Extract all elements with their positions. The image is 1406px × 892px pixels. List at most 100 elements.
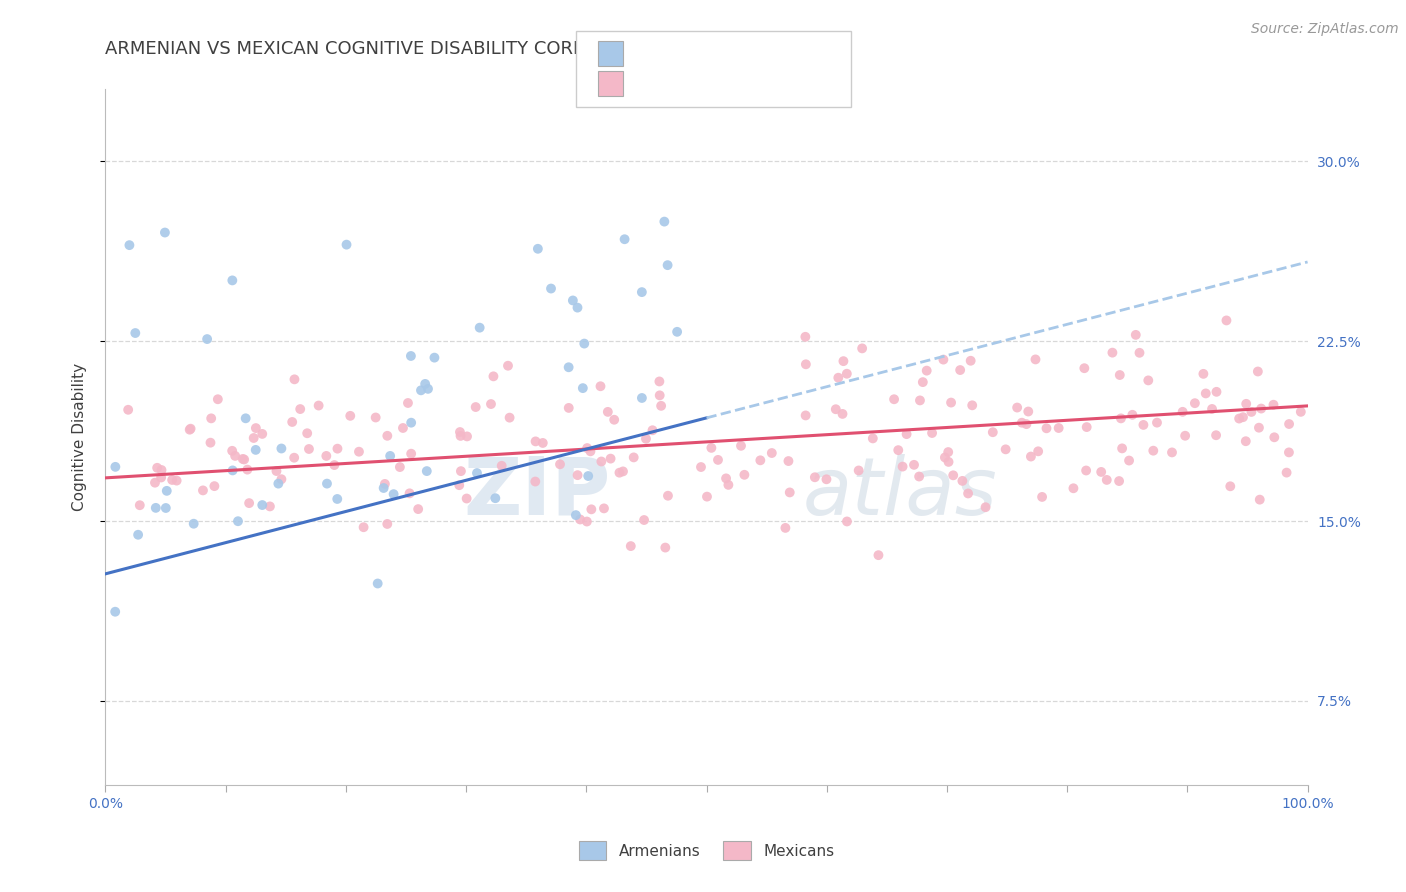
Point	[558, 401, 581, 415]
Point	[921, 425, 943, 440]
Point	[416, 382, 439, 396]
Point	[887, 443, 910, 458]
Point	[281, 415, 304, 429]
Point	[934, 450, 956, 465]
Point	[118, 238, 141, 252]
Point	[908, 469, 931, 483]
Point	[868, 548, 890, 562]
Point	[117, 402, 139, 417]
Point	[959, 353, 981, 368]
Point	[335, 237, 357, 252]
Point	[465, 466, 488, 480]
Point	[146, 460, 169, 475]
Text: R =: R =	[634, 76, 671, 95]
Point	[374, 477, 396, 491]
Point	[1090, 465, 1112, 479]
Point	[413, 376, 436, 391]
Point	[1240, 405, 1263, 419]
Point	[1192, 367, 1215, 381]
Point	[1109, 411, 1132, 425]
Point	[815, 472, 838, 486]
Text: N =: N =	[714, 45, 762, 63]
Point	[226, 514, 249, 528]
Point	[1205, 428, 1227, 442]
Point	[399, 349, 422, 363]
Point	[323, 458, 346, 472]
Point	[827, 370, 849, 384]
Point	[200, 411, 222, 425]
Point	[221, 443, 243, 458]
Point	[657, 258, 679, 272]
Point	[1146, 416, 1168, 430]
Point	[416, 464, 439, 478]
Point	[456, 491, 478, 506]
Point	[950, 474, 973, 488]
Point	[1278, 445, 1301, 459]
Point	[1101, 345, 1123, 359]
Point	[1195, 386, 1218, 401]
Point	[1247, 364, 1270, 378]
Point	[449, 478, 471, 492]
Point	[236, 462, 259, 476]
Point	[641, 423, 664, 437]
Point	[733, 467, 755, 482]
Point	[540, 281, 562, 295]
Point	[283, 372, 305, 386]
Point	[891, 459, 914, 474]
Point	[1227, 411, 1250, 425]
Point	[567, 301, 589, 315]
Point	[316, 476, 339, 491]
Point	[1017, 404, 1039, 418]
Point	[524, 434, 547, 449]
Point	[569, 512, 592, 526]
Point	[974, 500, 997, 515]
Point	[1121, 408, 1143, 422]
Point	[195, 332, 218, 346]
Point	[634, 432, 657, 446]
Text: ZIP: ZIP	[463, 454, 610, 532]
Point	[576, 469, 599, 483]
Point	[696, 490, 718, 504]
Point	[396, 396, 419, 410]
Point	[938, 455, 960, 469]
Point	[572, 381, 595, 395]
Point	[561, 293, 583, 308]
Point	[1219, 479, 1241, 493]
Point	[654, 214, 676, 228]
Point	[609, 466, 631, 480]
Point	[832, 354, 855, 368]
Point	[994, 442, 1017, 457]
Point	[235, 411, 257, 425]
Point	[915, 364, 938, 378]
Point	[1184, 396, 1206, 410]
Point	[150, 463, 173, 477]
Point	[259, 500, 281, 514]
Point	[775, 521, 797, 535]
Point	[252, 426, 274, 441]
Point	[730, 439, 752, 453]
Point	[267, 476, 290, 491]
Point	[270, 442, 292, 456]
Point	[145, 500, 167, 515]
Point	[1074, 463, 1097, 477]
Text: 0.339: 0.339	[665, 76, 713, 95]
Point	[1263, 430, 1285, 444]
Point	[104, 605, 127, 619]
Point	[603, 413, 626, 427]
Text: N =: N =	[714, 76, 762, 95]
Point	[1047, 421, 1070, 435]
Point	[143, 475, 166, 490]
Point	[399, 447, 422, 461]
Point	[548, 458, 571, 472]
Point	[648, 388, 671, 402]
Point	[1215, 313, 1237, 327]
Point	[479, 397, 502, 411]
Point	[127, 528, 149, 542]
Point	[245, 421, 267, 435]
Point	[242, 431, 264, 445]
Point	[392, 421, 415, 435]
Point	[779, 485, 801, 500]
Text: 198: 198	[765, 76, 796, 95]
Point	[468, 320, 491, 334]
Point	[339, 409, 361, 423]
